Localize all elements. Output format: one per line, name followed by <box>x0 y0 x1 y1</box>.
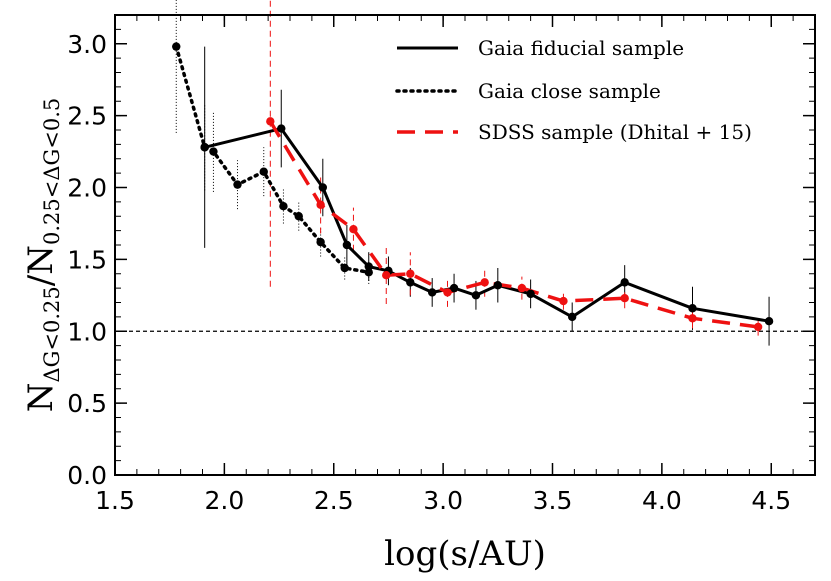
data-point-sdss-sample-dhital-15 <box>382 270 391 280</box>
data-point-gaia-fiducial-sample <box>764 316 774 326</box>
data-point-sdss-sample-dhital-15 <box>620 293 629 303</box>
series-line-sdss-sample-dhital-15 <box>268 120 759 329</box>
data-point-gaia-fiducial-sample <box>567 312 577 322</box>
x-tick-label: 4.5 <box>751 486 791 515</box>
y-label-n2: N <box>21 245 61 275</box>
x-tick-label: 3.5 <box>533 486 573 515</box>
data-point-sdss-sample-dhital-15 <box>406 269 415 278</box>
y-tick-label: 2.5 <box>67 102 107 131</box>
y-tick-label: 2.0 <box>67 174 107 203</box>
data-point-gaia-fiducial-sample <box>620 278 629 287</box>
data-point-gaia-fiducial-sample <box>471 291 481 300</box>
data-point-sdss-sample-dhital-15 <box>688 314 697 323</box>
data-point-gaia-fiducial-sample <box>493 281 503 290</box>
data-point-gaia-fiducial-sample <box>688 304 697 313</box>
data-point-gaia-close-sample <box>316 237 325 247</box>
y-axis-label: NΔG<0.25/N0.25<ΔG<0.5 <box>21 98 64 413</box>
legend: Gaia fiducial sample Gaia close sample S… <box>395 36 752 144</box>
data-point-gaia-close-sample <box>294 212 303 221</box>
y-label-sub2: 0.25<ΔG<0.5 <box>40 98 64 245</box>
data-point-gaia-fiducial-sample <box>277 124 286 133</box>
data-point-gaia-close-sample <box>340 263 349 273</box>
x-tick-label: 1.5 <box>95 486 135 515</box>
data-point-gaia-close-sample <box>279 201 288 211</box>
x-axis-label: log(s/AU) <box>384 534 546 574</box>
series-lines-layer <box>174 44 770 329</box>
y-tick-label: 0.0 <box>67 461 107 490</box>
data-point-gaia-fiducial-sample <box>342 240 352 250</box>
x-tick-label: 4.0 <box>642 486 682 515</box>
series-line-gaia-fiducial-sample <box>204 127 770 323</box>
y-tick-label: 1.0 <box>67 317 107 346</box>
plot-frame <box>114 14 816 476</box>
y-label-n1: N <box>21 383 61 413</box>
data-point-gaia-fiducial-sample <box>318 183 328 192</box>
data-point-sdss-sample-dhital-15 <box>443 288 452 297</box>
data-point-gaia-close-sample <box>233 180 242 189</box>
data-point-gaia-fiducial-sample <box>526 289 535 299</box>
legend-label-sdss: SDSS sample (Dhital + 15) <box>478 120 752 144</box>
y-tick-label: 3.0 <box>67 30 107 59</box>
data-point-gaia-close-sample <box>259 167 268 176</box>
data-point-gaia-fiducial-sample <box>364 262 373 271</box>
legend-label-close: Gaia close sample <box>478 79 661 103</box>
y-axis-label-text: NΔG<0.25/N0.25<ΔG<0.5 <box>21 98 64 413</box>
data-point-gaia-close-sample <box>209 147 218 156</box>
data-point-gaia-close-sample <box>172 42 181 51</box>
y-label-slash: / <box>21 274 61 286</box>
data-point-gaia-fiducial-sample <box>427 288 437 297</box>
data-point-gaia-fiducial-sample <box>200 143 209 152</box>
data-point-sdss-sample-dhital-15 <box>753 322 763 332</box>
data-point-gaia-close-sample <box>364 268 373 277</box>
ticks-layer: 1.5 2.0 2.5 3.0 3.5 4.0 4.5 0.0 0.5 1.0 1.5 2.0 2.5 3… <box>67 14 816 515</box>
x-tick-label: 2.5 <box>314 486 354 515</box>
markers-layer <box>172 42 774 332</box>
x-tick-label: 3.0 <box>423 486 463 515</box>
data-point-gaia-fiducial-sample <box>449 283 459 293</box>
y-tick-label: 1.5 <box>67 245 107 274</box>
x-tick-label: 2.0 <box>204 486 244 515</box>
data-point-sdss-sample-dhital-15 <box>266 117 275 126</box>
data-point-gaia-fiducial-sample <box>406 278 415 287</box>
data-point-sdss-sample-dhital-15 <box>480 278 489 287</box>
data-point-sdss-sample-dhital-15 <box>316 200 325 209</box>
x-axis-label-text: log(s/AU) <box>384 534 546 574</box>
series-line-gaia-close-sample <box>174 44 371 275</box>
legend-label-fiducial: Gaia fiducial sample <box>478 36 684 60</box>
data-point-sdss-sample-dhital-15 <box>349 224 358 234</box>
y-tick-label: 0.5 <box>67 389 107 418</box>
data-point-sdss-sample-dhital-15 <box>517 283 527 293</box>
data-point-sdss-sample-dhital-15 <box>559 296 568 306</box>
y-label-sub1: ΔG<0.25 <box>40 286 64 382</box>
